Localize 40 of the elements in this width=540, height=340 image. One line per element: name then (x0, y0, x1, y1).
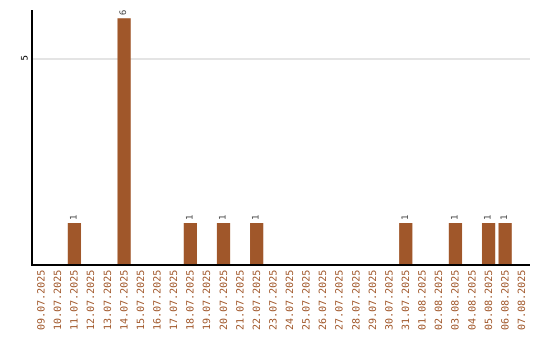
x-tick-label: 18.07.2025 (186, 270, 197, 330)
x-tick-label: 24.07.2025 (285, 270, 296, 330)
x-tick-label: 10.07.2025 (53, 270, 64, 330)
data-label: 1 (484, 214, 494, 220)
x-tick-label: 12.07.2025 (86, 270, 98, 330)
x-tick-label: 03.08.2025 (450, 270, 462, 330)
x-tick-label: 11.07.2025 (70, 270, 81, 330)
x-tick-label: 29.07.2025 (368, 270, 379, 330)
data-label: 1 (252, 214, 262, 220)
data-label: 1 (218, 214, 229, 220)
x-tick-label: 07.08.2025 (516, 270, 528, 330)
x-tick-label: 30.07.2025 (384, 270, 396, 330)
x-tick-label: 09.07.2025 (36, 270, 48, 330)
x-tick-label: 31.07.2025 (401, 270, 412, 330)
x-tick-label: 17.07.2025 (169, 270, 180, 330)
x-tick-label: 23.07.2025 (268, 270, 280, 330)
x-tick-label: 15.07.2025 (136, 270, 147, 330)
x-tick-label: 28.07.2025 (351, 270, 362, 330)
data-label: 1 (69, 214, 80, 220)
x-tick-label: 22.07.2025 (252, 270, 263, 330)
x-tick-label: 16.07.2025 (152, 270, 164, 330)
x-tick-label: 20.07.2025 (218, 270, 230, 330)
data-label: 1 (400, 214, 411, 220)
data-label: 1 (500, 214, 510, 220)
x-tick-label: 21.07.2025 (235, 270, 246, 330)
x-tick-label: 13.07.2025 (102, 270, 114, 330)
data-label: 6 (119, 10, 130, 16)
x-tick-label: 06.08.2025 (500, 270, 512, 330)
x-tick-label: 04.08.2025 (467, 270, 478, 330)
x-tick-label: 05.08.2025 (484, 270, 495, 330)
data-label: 1 (450, 214, 460, 220)
data-label: 1 (185, 214, 196, 220)
x-tick-label: 14.07.2025 (119, 270, 130, 330)
x-tick-label: 27.07.2025 (334, 270, 346, 330)
x-tick-label: 26.07.2025 (318, 270, 330, 330)
x-tick-label: 01.08.2025 (418, 270, 429, 330)
x-tick-label: 25.07.2025 (302, 270, 313, 330)
x-tick-label: 19.07.2025 (202, 270, 214, 330)
x-tick-label: 02.08.2025 (434, 270, 446, 330)
y-tick-label: 5 (20, 55, 31, 61)
